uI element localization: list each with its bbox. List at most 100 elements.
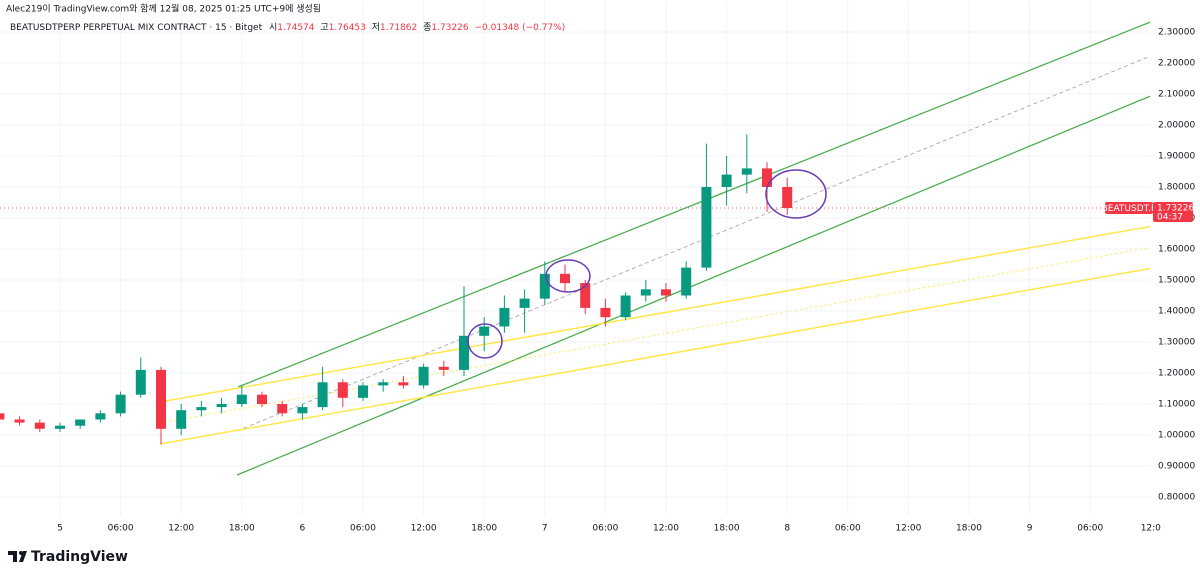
circles bbox=[467, 169, 827, 359]
y-tick-label: 1.60000 bbox=[1158, 245, 1195, 255]
candle-body bbox=[95, 413, 106, 420]
legend: BEATUSDTPERP PERPETUAL MIX CONTRACT · 15… bbox=[10, 22, 565, 33]
candle-body bbox=[640, 289, 651, 296]
price-tag bbox=[1153, 202, 1193, 222]
candle-body bbox=[34, 422, 45, 429]
candle-body bbox=[277, 404, 288, 414]
candle-body bbox=[661, 289, 672, 296]
l-value: 1.71862 bbox=[380, 23, 417, 33]
candle-body bbox=[115, 394, 126, 414]
symbol: BEATUSDTPERP PERPETUAL MIX CONTRACT · 15… bbox=[10, 23, 263, 33]
h-label: 고 bbox=[320, 23, 328, 33]
candle-body bbox=[155, 369, 166, 429]
credit: Alec219이 TradingView.com와 함께 12월 08, 202… bbox=[6, 3, 321, 15]
candle-body bbox=[600, 307, 611, 318]
candle-body bbox=[580, 283, 591, 308]
y-tick-label: 2.20000 bbox=[1158, 59, 1195, 69]
x-tick-label: 06:00 bbox=[592, 524, 618, 534]
circle bbox=[467, 323, 503, 359]
price-tag-value: 1.73226 bbox=[1157, 204, 1194, 214]
candle-body bbox=[14, 419, 25, 423]
y-tick-label: 2.00000 bbox=[1158, 121, 1195, 131]
candle-body bbox=[782, 187, 793, 208]
c-label: 종 bbox=[423, 22, 431, 33]
x-tick-label: 18:00 bbox=[471, 524, 497, 534]
candle-body bbox=[196, 407, 207, 411]
change: −0.01348 (−0.77%) bbox=[475, 23, 566, 33]
x-tick-label: 8 bbox=[784, 524, 790, 534]
candle-body bbox=[337, 382, 348, 398]
x-tick-label: 12:00 bbox=[653, 524, 679, 534]
x-tick-label: 12:00 bbox=[895, 524, 921, 534]
grid bbox=[0, 0, 1152, 515]
candle-body bbox=[479, 326, 490, 336]
logo-dot bbox=[19, 551, 23, 555]
drawings bbox=[0, 16, 1164, 476]
channel-upper bbox=[237, 16, 1164, 388]
y-tick-label: 2.10000 bbox=[1158, 90, 1195, 100]
y-tick-label: 1.90000 bbox=[1158, 152, 1195, 162]
c-value: 1.73226 bbox=[431, 23, 468, 33]
x-tick-label: 18:00 bbox=[229, 524, 255, 534]
x-tick-label: 18:00 bbox=[714, 524, 740, 534]
y-tick-label: 0.90000 bbox=[1158, 462, 1195, 472]
h-value: 1.76453 bbox=[329, 23, 366, 33]
candle-body bbox=[539, 273, 550, 299]
candle-body bbox=[519, 298, 530, 308]
yellow-mid bbox=[159, 246, 1154, 424]
o-label: 시 bbox=[269, 22, 277, 33]
candle-body bbox=[398, 382, 409, 386]
x-tick-label: 06:00 bbox=[108, 524, 134, 534]
candle-body bbox=[499, 307, 510, 327]
x-tick-label: 06:00 bbox=[835, 524, 861, 534]
x-tick-label: 9 bbox=[1027, 524, 1033, 534]
y-tick-label: 1.40000 bbox=[1158, 307, 1195, 317]
y-tick-label: 1.30000 bbox=[1158, 338, 1195, 348]
x-tick-label: 12:00 bbox=[168, 524, 194, 534]
x-tick-label: 06:00 bbox=[1077, 524, 1103, 534]
x-tick-label: 18:00 bbox=[956, 524, 982, 534]
candle-body bbox=[721, 174, 732, 187]
x-tick-label: 12:00 bbox=[411, 524, 437, 534]
candle-body bbox=[701, 187, 712, 268]
channel-mid bbox=[236, 54, 1154, 432]
y-tick-label: 1.80000 bbox=[1158, 183, 1195, 193]
candle-body bbox=[135, 369, 146, 395]
yellow-lower bbox=[159, 267, 1154, 445]
x-tick-label: 5 bbox=[57, 524, 63, 534]
candle-body bbox=[378, 382, 389, 386]
candle-body bbox=[297, 407, 308, 414]
y-tick-label: 2.30000 bbox=[1158, 28, 1195, 38]
y-tick-label: 1.10000 bbox=[1158, 400, 1195, 410]
candle-body bbox=[317, 382, 328, 408]
logo-icon bbox=[8, 551, 27, 562]
brand: TradingView bbox=[31, 549, 128, 565]
y-tick-label: 1.00000 bbox=[1158, 431, 1195, 441]
l-label: 저 bbox=[372, 22, 380, 33]
x-tick-label: 7 bbox=[542, 524, 548, 534]
candle-body bbox=[741, 168, 752, 175]
y-tick-label: 1.20000 bbox=[1158, 369, 1195, 379]
candle-body bbox=[762, 168, 773, 187]
candle-body bbox=[0, 413, 5, 420]
candle-body bbox=[418, 366, 429, 386]
candle-body bbox=[681, 267, 692, 296]
candle-body bbox=[75, 419, 86, 426]
candle-body bbox=[620, 295, 631, 318]
candle-body bbox=[54, 425, 65, 429]
y-tick-label: 0.80000 bbox=[1158, 493, 1195, 503]
candle-body bbox=[216, 404, 227, 408]
candle-body bbox=[357, 385, 368, 398]
candle-body bbox=[236, 394, 247, 404]
candle-body bbox=[458, 335, 469, 370]
x-tick-label: 06:00 bbox=[350, 524, 376, 534]
y-tick-label: 1.50000 bbox=[1158, 276, 1195, 286]
candles bbox=[0, 134, 793, 445]
candle-body bbox=[560, 273, 571, 284]
symbol-tag-text: BEATUSDT.P bbox=[1102, 204, 1157, 214]
candle-body bbox=[438, 366, 449, 370]
candle-body bbox=[256, 394, 267, 404]
candle-body bbox=[176, 410, 187, 429]
yellow-upper bbox=[159, 225, 1154, 403]
